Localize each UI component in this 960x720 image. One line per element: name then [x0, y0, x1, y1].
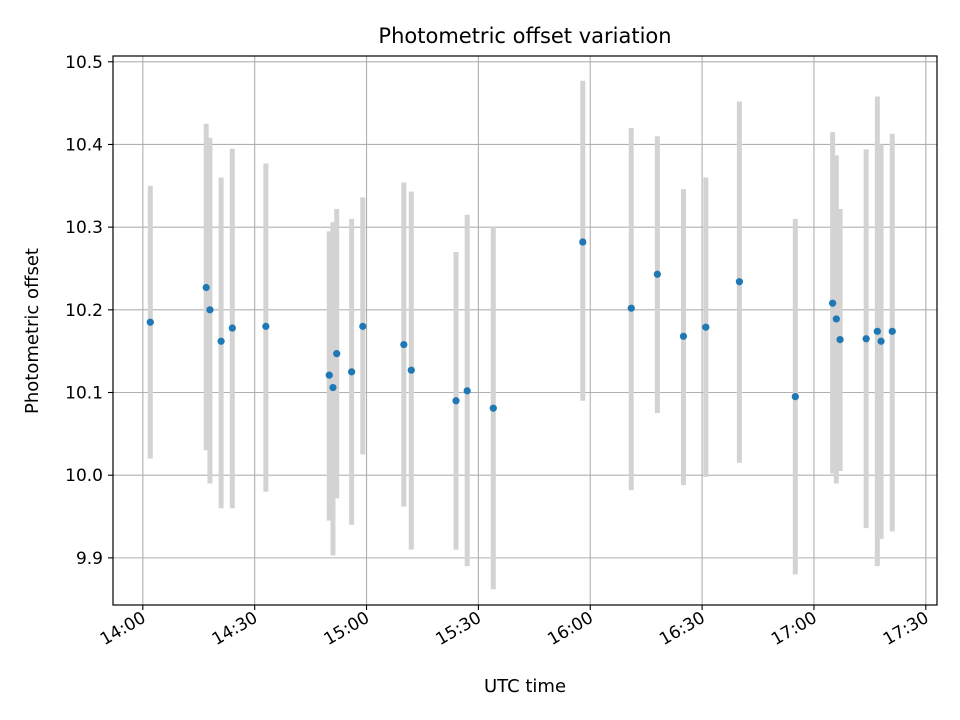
- data-point: [653, 270, 661, 278]
- data-point: [877, 337, 885, 345]
- y-axis-ticks: 9.9 10.0 10.1 10.2 10.3 10.4 10.5: [65, 53, 113, 569]
- data-point: [206, 306, 214, 314]
- data-point: [735, 278, 743, 286]
- grid: [113, 56, 937, 605]
- data-point: [228, 324, 236, 332]
- data-point: [702, 323, 710, 331]
- plot-frame: [112, 55, 938, 606]
- data-point: [627, 304, 635, 312]
- chart-title: Photometric offset variation: [378, 24, 671, 48]
- data-point: [836, 335, 844, 344]
- y-tick-label: 10.5: [65, 53, 103, 73]
- data-point: [262, 322, 270, 330]
- y-tick-label: 10.3: [65, 218, 103, 238]
- x-axis-label: UTC time: [484, 676, 566, 697]
- data-point: [791, 393, 799, 401]
- y-tick-label: 10.0: [65, 466, 103, 486]
- data-point: [679, 332, 688, 340]
- data-point: [202, 283, 210, 292]
- data-point: [407, 366, 415, 374]
- data-point: [832, 315, 840, 323]
- data-point: [348, 368, 356, 376]
- y-tick-label: 10.1: [65, 384, 103, 404]
- data-point: [489, 404, 497, 412]
- data-point: [463, 387, 471, 395]
- data-point: [888, 327, 896, 335]
- y-tick-label: 9.9: [76, 549, 103, 569]
- data-points: [146, 238, 896, 412]
- y-tick-label: 10.2: [65, 301, 103, 321]
- data-point: [333, 350, 341, 358]
- data-point: [452, 397, 460, 405]
- data-point: [325, 371, 333, 379]
- data-point: [873, 327, 881, 335]
- data-point: [862, 335, 870, 343]
- data-point: [829, 299, 837, 307]
- data-point: [329, 383, 337, 392]
- data-point: [146, 318, 154, 326]
- data-point: [359, 322, 367, 330]
- y-tick-label: 10.4: [65, 135, 103, 155]
- data-point: [579, 238, 587, 246]
- y-axis-label: Photometric offset: [22, 248, 43, 414]
- data-point: [400, 340, 408, 349]
- data-point: [217, 337, 225, 345]
